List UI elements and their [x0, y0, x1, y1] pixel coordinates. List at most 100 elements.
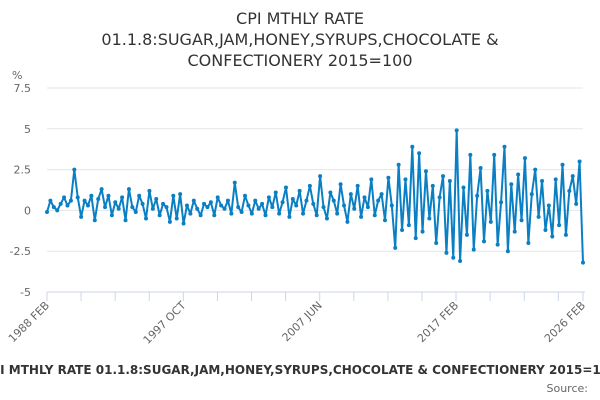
- data-point: [563, 232, 568, 237]
- data-point: [540, 179, 545, 184]
- data-point: [505, 249, 510, 254]
- data-point: [147, 188, 152, 193]
- data-point: [68, 198, 73, 203]
- data-point: [359, 214, 364, 219]
- data-point: [150, 206, 155, 211]
- data-point: [126, 187, 131, 192]
- data-point: [232, 180, 237, 185]
- data-point: [198, 213, 203, 218]
- data-point: [413, 236, 418, 241]
- data-point: [536, 214, 541, 219]
- data-point: [468, 152, 473, 157]
- data-point: [205, 205, 210, 210]
- data-point: [488, 219, 493, 224]
- data-point: [386, 175, 391, 180]
- data-point: [89, 193, 94, 198]
- data-point: [167, 219, 172, 224]
- data-point: [509, 182, 514, 187]
- data-point: [99, 187, 104, 192]
- data-point: [451, 255, 456, 260]
- data-point: [441, 174, 446, 179]
- data-point: [301, 211, 306, 216]
- data-point: [321, 205, 326, 210]
- data-point: [229, 211, 234, 216]
- data-point: [331, 198, 336, 203]
- data-point: [464, 232, 469, 237]
- data-point: [58, 201, 63, 206]
- data-point: [342, 203, 347, 208]
- data-point: [219, 203, 224, 208]
- data-point: [352, 206, 357, 211]
- data-point: [328, 190, 333, 195]
- data-point: [215, 195, 220, 200]
- data-point: [420, 229, 425, 234]
- data-point: [113, 200, 118, 205]
- data-point: [543, 227, 548, 232]
- data-point: [355, 183, 360, 188]
- data-point: [318, 174, 323, 179]
- data-point: [256, 206, 261, 211]
- x-tick-label: 2007 JUN: [280, 299, 325, 344]
- data-point: [174, 216, 179, 221]
- data-point: [225, 198, 230, 203]
- data-point: [434, 241, 439, 246]
- data-point: [423, 169, 428, 174]
- data-point: [526, 241, 531, 246]
- data-point: [137, 193, 142, 198]
- data-point: [461, 185, 466, 190]
- data-point: [62, 195, 67, 200]
- data-point: [574, 201, 579, 206]
- y-tick-label: -2.5: [10, 245, 31, 258]
- data-point: [338, 182, 343, 187]
- data-point: [481, 239, 486, 244]
- data-point: [294, 203, 299, 208]
- data-point: [406, 223, 411, 228]
- data-point: [212, 213, 217, 218]
- data-point: [533, 167, 538, 172]
- data-point: [273, 190, 278, 195]
- data-point: [427, 216, 432, 221]
- data-point: [304, 198, 309, 203]
- data-point: [92, 218, 97, 223]
- data-point: [72, 167, 77, 172]
- data-point: [85, 203, 90, 208]
- data-point: [130, 205, 135, 210]
- data-point: [222, 206, 227, 211]
- data-point: [485, 188, 490, 193]
- legend-series-label[interactable]: CPI MTHLY RATE 01.1.8:SUGAR,JAM,HONEY,SY…: [0, 363, 600, 377]
- data-point: [171, 193, 176, 198]
- x-tick-label: 1988 FEB: [6, 299, 52, 345]
- data-point: [65, 203, 70, 208]
- data-point: [253, 198, 258, 203]
- data-point: [369, 177, 374, 182]
- data-point: [362, 195, 367, 200]
- data-point: [283, 185, 288, 190]
- y-tick-label: -5: [20, 286, 31, 299]
- source-credit: Source:: [547, 382, 589, 395]
- data-point: [184, 203, 189, 208]
- y-axis-label: %: [12, 69, 22, 82]
- data-point: [365, 205, 370, 210]
- data-point: [103, 205, 108, 210]
- data-point: [96, 196, 101, 201]
- data-point: [280, 200, 285, 205]
- data-point: [393, 245, 398, 250]
- data-point: [297, 188, 302, 193]
- x-tick-label: 2017 FEB: [415, 299, 461, 345]
- data-point: [239, 210, 244, 215]
- data-point: [512, 229, 517, 234]
- data-point: [550, 234, 555, 239]
- title-line-2: 01.1.8:SUGAR,JAM,HONEY,SYRUPS,CHOCOLATE …: [101, 30, 498, 49]
- data-point: [529, 192, 534, 197]
- data-point: [553, 177, 558, 182]
- data-point: [557, 223, 562, 228]
- data-point: [382, 218, 387, 223]
- data-point: [79, 214, 84, 219]
- data-point: [324, 216, 329, 221]
- data-point: [516, 172, 521, 177]
- y-axis: 7.5 5 2.5 0 -2.5 -5: [10, 82, 31, 299]
- data-point: [270, 205, 275, 210]
- data-point: [144, 216, 149, 221]
- data-point: [577, 159, 582, 164]
